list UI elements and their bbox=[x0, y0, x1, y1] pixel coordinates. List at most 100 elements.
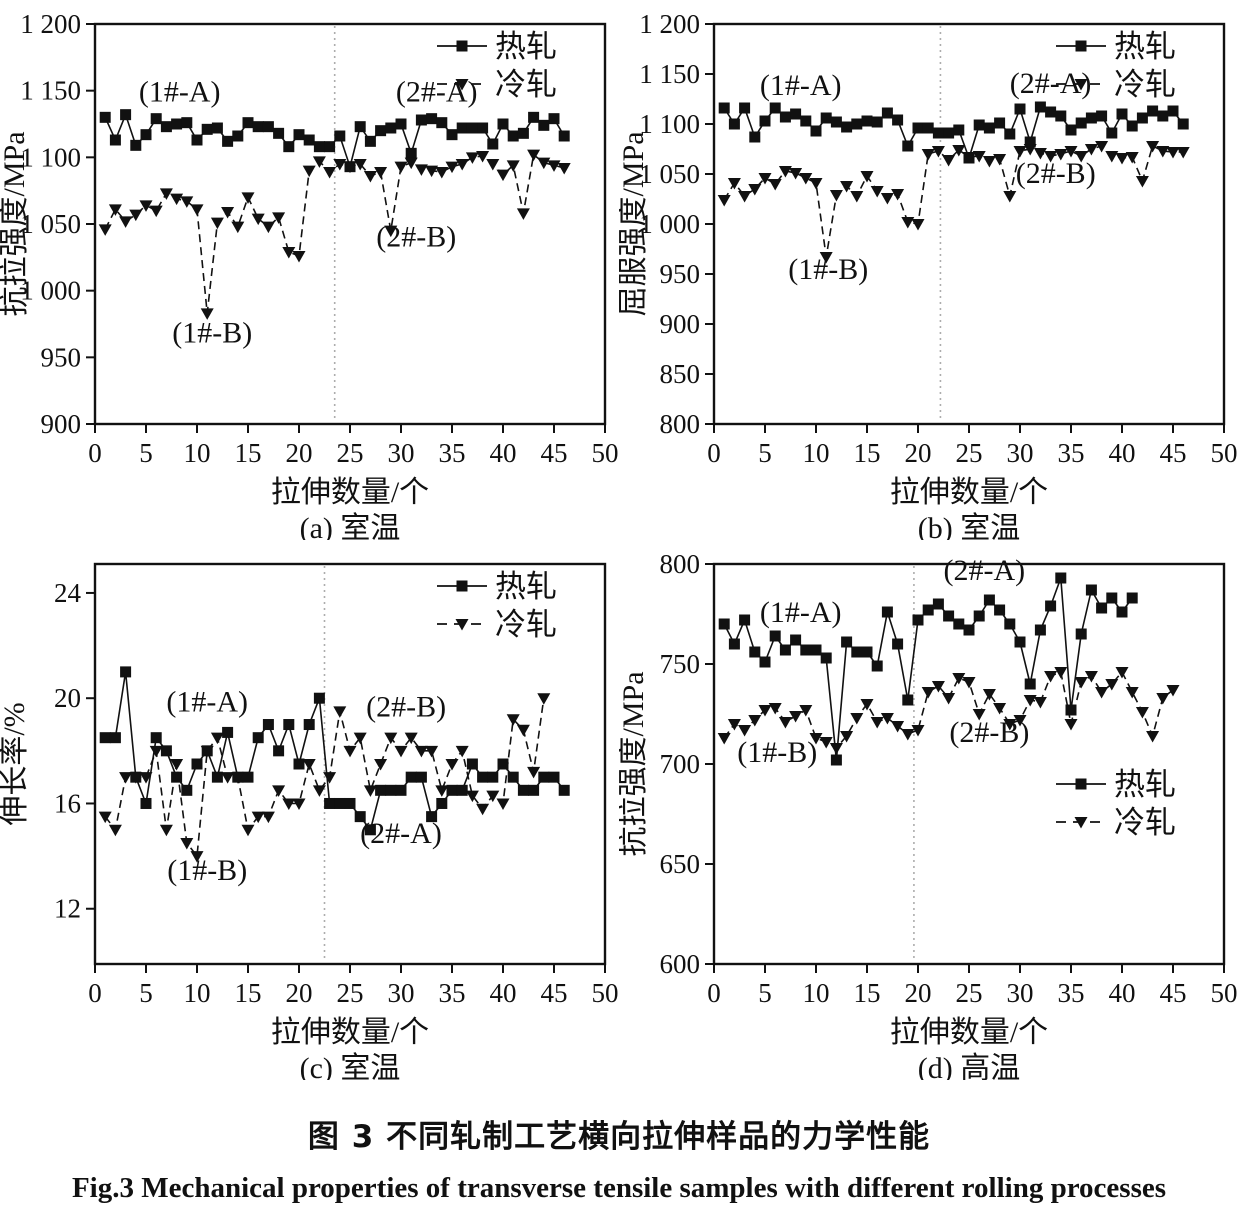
x-tick-label: 40 bbox=[490, 438, 517, 468]
square-marker bbox=[426, 113, 438, 125]
triangle-down-marker bbox=[119, 216, 133, 228]
triangle-down-marker bbox=[1166, 685, 1180, 697]
square-marker bbox=[538, 119, 550, 131]
legend-label: 热轧 bbox=[495, 569, 557, 604]
triangle-down-marker bbox=[1135, 176, 1149, 188]
y-tick-label: 1 100 bbox=[639, 109, 700, 139]
triangle-down-marker bbox=[486, 790, 500, 803]
square-marker bbox=[191, 758, 203, 770]
square-marker bbox=[385, 122, 397, 134]
square-marker bbox=[375, 125, 387, 137]
square-marker bbox=[800, 644, 812, 656]
triangle-down-marker bbox=[1176, 147, 1190, 159]
square-marker bbox=[922, 122, 934, 134]
legend-triangle-marker bbox=[1074, 79, 1088, 91]
square-marker bbox=[1004, 618, 1016, 630]
annotation-label: (1#-A) bbox=[139, 75, 221, 108]
y-tick-label: 800 bbox=[660, 549, 701, 579]
triangle-down-marker bbox=[190, 851, 204, 863]
triangle-down-marker bbox=[880, 713, 894, 725]
y-tick-label: 700 bbox=[660, 749, 701, 779]
square-marker bbox=[242, 117, 254, 129]
triangle-down-marker bbox=[210, 732, 224, 745]
triangle-down-marker bbox=[292, 251, 306, 263]
square-marker bbox=[1024, 136, 1036, 148]
x-tick-label: 35 bbox=[1058, 438, 1085, 468]
triangle-down-marker bbox=[942, 693, 956, 705]
series-line bbox=[723, 670, 1174, 750]
x-axis-title: 拉伸数量/个 bbox=[271, 1016, 429, 1049]
square-marker bbox=[456, 122, 468, 134]
x-tick-label: 40 bbox=[1109, 438, 1136, 468]
triangle-down-marker bbox=[537, 693, 551, 705]
triangle-down-marker bbox=[789, 168, 803, 180]
legend-square-marker bbox=[1075, 40, 1087, 52]
triangle-down-marker bbox=[343, 161, 357, 174]
triangle-down-marker bbox=[404, 732, 418, 745]
triangle-down-marker bbox=[901, 729, 915, 741]
triangle-down-marker bbox=[1054, 149, 1068, 161]
triangle-down-marker bbox=[1105, 151, 1119, 163]
triangle-down-marker bbox=[1044, 151, 1058, 163]
square-marker bbox=[313, 692, 325, 704]
triangle-down-marker bbox=[931, 146, 945, 158]
square-marker bbox=[324, 141, 336, 153]
square-marker bbox=[364, 135, 376, 147]
square-marker bbox=[415, 771, 427, 783]
x-tick-label: 50 bbox=[592, 438, 619, 468]
triangle-down-marker bbox=[911, 725, 925, 737]
square-marker bbox=[1045, 106, 1057, 118]
square-marker bbox=[912, 122, 924, 134]
x-tick-label: 15 bbox=[235, 978, 262, 1008]
square-marker bbox=[150, 732, 162, 744]
y-tick-label: 1 200 bbox=[639, 9, 700, 39]
triangle-down-marker bbox=[516, 208, 530, 220]
x-tick-label: 30 bbox=[1007, 438, 1034, 468]
triangle-down-marker bbox=[455, 745, 469, 758]
x-tick-label: 15 bbox=[854, 438, 881, 468]
triangle-down-marker bbox=[476, 151, 490, 163]
square-marker bbox=[211, 122, 223, 134]
x-tick-label: 30 bbox=[388, 438, 415, 468]
square-marker bbox=[293, 129, 305, 141]
triangle-down-marker bbox=[738, 725, 752, 737]
triangle-down-marker bbox=[363, 171, 377, 183]
square-marker bbox=[769, 102, 781, 114]
triangle-down-marker bbox=[748, 715, 762, 727]
square-marker bbox=[171, 771, 183, 783]
square-marker bbox=[1116, 606, 1128, 618]
triangle-down-marker bbox=[302, 165, 316, 178]
y-tick-label: 1 050 bbox=[639, 159, 700, 189]
series-cold-rolled bbox=[98, 693, 551, 863]
subplot-a-svg: 900 950 1 000 1 050 1 100 1 150 1 200 0 5 10 15 20 2… bbox=[0, 9, 619, 545]
square-marker bbox=[749, 646, 761, 658]
triangle-down-marker bbox=[1054, 667, 1068, 679]
triangle-down-marker bbox=[717, 195, 731, 207]
square-marker bbox=[1096, 602, 1108, 614]
x-axis-title: 拉伸数量/个 bbox=[890, 1016, 1048, 1049]
square-marker bbox=[201, 123, 213, 135]
triangle-down-marker bbox=[1146, 141, 1160, 153]
triangle-down-marker bbox=[323, 167, 337, 179]
annotation-label: (1#-A) bbox=[760, 596, 842, 629]
y-tick-label: 750 bbox=[660, 649, 701, 679]
triangle-down-marker bbox=[819, 737, 833, 749]
y-tick-label: 950 bbox=[41, 342, 82, 372]
series-cold-rolled bbox=[98, 149, 571, 320]
triangle-down-marker bbox=[1064, 719, 1078, 731]
square-marker bbox=[466, 122, 478, 134]
square-marker bbox=[436, 117, 448, 129]
triangle-down-marker bbox=[486, 159, 500, 171]
square-marker bbox=[983, 594, 995, 606]
triangle-down-marker bbox=[119, 772, 133, 784]
triangle-down-marker bbox=[537, 157, 551, 170]
triangle-down-marker bbox=[231, 772, 245, 784]
triangle-down-marker bbox=[972, 709, 986, 721]
square-marker bbox=[130, 139, 142, 151]
square-marker bbox=[1167, 105, 1179, 117]
triangle-down-marker bbox=[921, 149, 935, 161]
triangle-down-marker bbox=[272, 212, 286, 224]
square-marker bbox=[902, 140, 914, 152]
triangle-down-marker bbox=[414, 164, 428, 176]
